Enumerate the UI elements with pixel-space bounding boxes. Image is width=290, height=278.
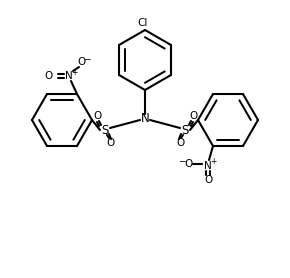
Text: S: S [101, 123, 109, 136]
Text: +: + [210, 157, 216, 167]
Text: N: N [204, 161, 212, 171]
Text: N: N [65, 71, 73, 81]
Text: O: O [93, 111, 101, 121]
Text: O: O [204, 175, 212, 185]
Text: −: − [178, 157, 186, 165]
Text: −: − [83, 54, 91, 63]
Text: O: O [176, 138, 184, 148]
Text: O: O [184, 159, 192, 169]
Text: S: S [181, 123, 189, 136]
Text: O: O [189, 111, 197, 121]
Text: O: O [77, 57, 85, 67]
Text: O: O [45, 71, 53, 81]
Text: Cl: Cl [138, 18, 148, 28]
Text: +: + [71, 68, 77, 76]
Text: O: O [106, 138, 114, 148]
Text: N: N [141, 111, 149, 125]
